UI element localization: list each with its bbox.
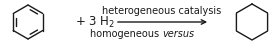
- Text: versus: versus: [162, 29, 194, 39]
- Text: + 3 H$_2$: + 3 H$_2$: [75, 14, 115, 30]
- Text: homogeneous: homogeneous: [90, 29, 162, 39]
- Text: heterogeneous catalysis: heterogeneous catalysis: [102, 6, 222, 16]
